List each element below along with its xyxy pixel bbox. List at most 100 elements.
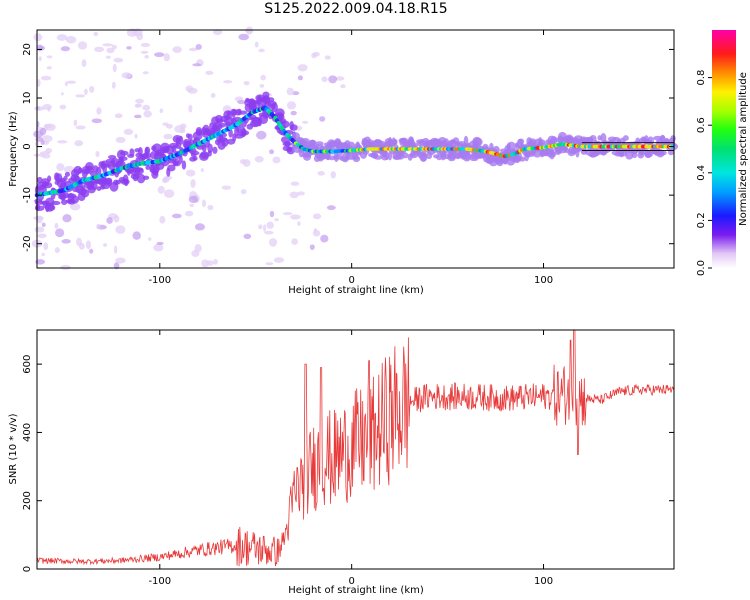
spectrogram-noise-blob — [290, 110, 297, 116]
spectrogram-noise-blob — [34, 226, 45, 233]
spectrogram-ridge-halo — [118, 156, 128, 162]
spectrogram-noise-blob — [243, 233, 252, 240]
spectrogram-x-label: Height of straight line (km) — [288, 285, 424, 296]
figure-title: S125.2022.009.04.18.R15 — [264, 1, 447, 17]
spectrogram-noise-blob — [56, 163, 65, 172]
spectrogram-noise-blob — [243, 80, 250, 86]
spectrogram-ridge-halo — [241, 130, 250, 136]
spectrogram-noise-blob — [291, 238, 299, 245]
spectrogram-noise-blob — [238, 33, 250, 41]
spectrogram-ridge-halo — [477, 145, 483, 150]
spectrogram-noise-blob — [290, 181, 300, 186]
spectrogram-ridge-halo — [96, 166, 102, 176]
snr-y-tick-label: 600 — [22, 355, 33, 374]
spectrogram-noise-blob — [266, 221, 274, 229]
spectrogram-ridge-halo — [347, 141, 356, 150]
spectrogram-noise-blob — [45, 123, 56, 131]
spectrogram-noise-blob — [328, 75, 338, 84]
spectrogram-noise-blob — [134, 104, 140, 108]
colorbar-tick-label: 0.4 — [696, 165, 707, 181]
spectrogram-noise-blob — [268, 238, 278, 247]
spectrogram-ridge-halo — [251, 116, 262, 127]
spectrogram-noise-blob — [132, 231, 141, 240]
spectrogram-noise-blob — [156, 241, 164, 246]
spectrogram-noise-blob — [321, 76, 328, 83]
spectrogram-ridge-halo — [658, 150, 667, 156]
spectrogram-noise-blob — [189, 47, 198, 52]
spectrogram-ridge-halo — [271, 102, 278, 113]
spectrogram-noise-blob — [162, 177, 168, 184]
spectrogram-ridge-halo — [174, 158, 180, 166]
spectrogram-noise-blob — [171, 213, 182, 219]
spectrogram-noise-blob — [75, 125, 86, 130]
spectrogram-heatmap — [31, 26, 679, 271]
spectrogram-ridge-halo — [151, 169, 159, 179]
spectrogram-noise-blob — [172, 46, 182, 54]
spectrogram-noise-blob — [258, 224, 263, 230]
spectrogram-noise-blob — [159, 108, 164, 114]
spectrogram-noise-blob — [190, 179, 196, 188]
spectrogram-noise-blob — [55, 228, 65, 238]
spectrogram-noise-blob — [297, 75, 303, 81]
spectrogram-noise-blob — [188, 104, 193, 113]
spectrogram-ridge-halo — [134, 167, 144, 172]
spectrogram-y-tick-label: -20 — [22, 236, 33, 252]
spectrogram-noise-blob — [46, 55, 53, 59]
spectrogram-x-tick-label: 0 — [348, 275, 354, 286]
spectrogram-ridge-halo — [81, 189, 90, 198]
spectrogram-noise-blob — [115, 136, 126, 143]
spectrogram-noise-blob — [212, 29, 223, 36]
spectrogram-noise-blob — [76, 237, 82, 247]
spectrogram-noise-blob — [56, 34, 68, 41]
spectrogram-x-tick-label: -100 — [148, 275, 171, 286]
spectrogram-noise-blob — [111, 81, 116, 89]
spectrogram-noise-blob — [254, 155, 264, 163]
spectrogram-noise-blob — [330, 171, 336, 179]
spectrogram-noise-blob — [43, 242, 49, 251]
spectrogram-noise-blob — [157, 185, 165, 194]
spectrogram-noise-blob — [140, 42, 151, 48]
spectrogram-noise-blob — [74, 140, 84, 147]
spectrogram-ridge-halo — [670, 135, 676, 143]
spectrogram-noise-blob — [195, 44, 202, 50]
snr-y-tick-label: 0 — [22, 566, 33, 572]
spectrogram-ridge-halo — [221, 137, 229, 147]
spectrogram-noise-blob — [143, 110, 152, 118]
snr-y-label: SNR (10 * v/v) — [8, 413, 19, 484]
spectrogram-noise-blob — [59, 104, 67, 110]
spectrogram-noise-blob — [114, 113, 123, 119]
spectrogram-noise-blob — [263, 224, 267, 232]
spectrogram-y-label: Frequency (Hz) — [8, 111, 19, 187]
spectrogram-noise-blob — [258, 48, 265, 53]
spectrogram-ridge-halo — [465, 150, 471, 157]
spectrogram-noise-blob — [37, 233, 47, 239]
spectrogram-ridge-halo — [145, 165, 150, 171]
spectrogram-noise-blob — [34, 106, 45, 111]
snr-y-ticks: 0 200 400 600 — [22, 355, 674, 572]
spectrogram-noise-blob — [105, 55, 111, 59]
spectrogram-noise-blob — [254, 41, 259, 48]
spectrogram-x-tick-label: 100 — [534, 275, 553, 286]
spectrogram-noise-blob — [135, 98, 144, 104]
spectrogram-ridge-halo — [136, 173, 146, 184]
spectrogram-noise-blob — [269, 149, 275, 155]
spectrogram-noise-blob — [165, 123, 173, 129]
spectrogram-ridge-halo — [473, 137, 483, 147]
spectrogram-noise-blob — [313, 51, 320, 57]
spectrogram-ridge-halo — [78, 167, 83, 174]
snr-x-tick-label: 0 — [348, 576, 354, 587]
spectrogram-ridge-halo — [212, 146, 218, 154]
spectrogram-ridge-halo — [280, 120, 290, 129]
spectrogram-noise-blob — [84, 88, 88, 96]
spectrogram-noise-blob — [41, 252, 45, 257]
spectrogram-ridge-halo — [402, 152, 409, 159]
snr-x-tick-label: 100 — [534, 576, 553, 587]
spectrogram-ridge-halo — [618, 150, 625, 158]
spectrogram-ridge-halo — [123, 178, 129, 187]
spectrogram-ridge-halo — [119, 150, 129, 156]
spectrogram-noise-blob — [188, 195, 199, 204]
spectrogram-ridge-halo — [447, 153, 457, 162]
spectrogram-noise-blob — [201, 259, 209, 268]
spectrogram-noise-blob — [319, 116, 326, 122]
spectrogram-noise-blob — [312, 229, 321, 237]
